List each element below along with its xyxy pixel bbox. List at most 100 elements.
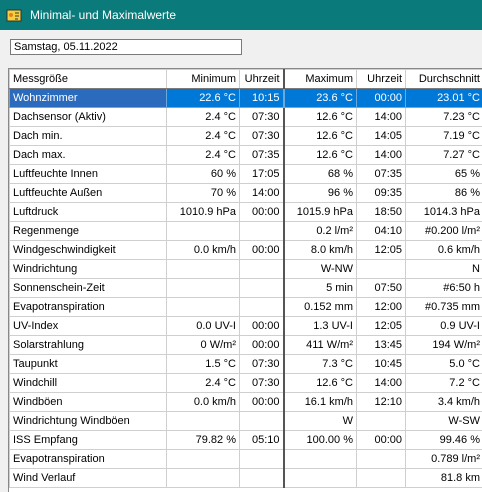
- min-cell: 1.5 °C: [167, 355, 240, 374]
- min-cell: [167, 279, 240, 298]
- max-cell: [284, 450, 357, 469]
- max-cell: 12.6 °C: [284, 374, 357, 393]
- avg-cell: 1014.3 hPa: [406, 203, 482, 222]
- min-time-cell: 00:00: [240, 317, 284, 336]
- avg-cell: 3.4 km/h: [406, 393, 482, 412]
- min-cell: [167, 298, 240, 317]
- name-cell: Evapotranspiration: [10, 450, 167, 469]
- max-cell: 68 %: [284, 165, 357, 184]
- max-time-cell: 12:00: [357, 298, 406, 317]
- max-time-cell: 12:05: [357, 317, 406, 336]
- min-cell: 70 %: [167, 184, 240, 203]
- avg-cell: 7.2 °C: [406, 374, 482, 393]
- max-cell: W-NW: [284, 260, 357, 279]
- min-cell: 2.4 °C: [167, 127, 240, 146]
- avg-cell: 0.6 km/h: [406, 241, 482, 260]
- date-field[interactable]: Samstag, 05.11.2022: [10, 39, 242, 55]
- values-table: Messgröße Minimum Uhrzeit Maximum Uhrzei…: [9, 69, 482, 488]
- max-cell: 5 min: [284, 279, 357, 298]
- table-row[interactable]: Evapotranspiration 0.789 l/m²: [10, 450, 482, 469]
- max-cell: 1.3 UV-I: [284, 317, 357, 336]
- min-time-cell: [240, 412, 284, 431]
- min-cell: [167, 222, 240, 241]
- max-time-cell: 07:50: [357, 279, 406, 298]
- max-time-cell: 12:10: [357, 393, 406, 412]
- name-cell: Evapotranspiration: [10, 298, 167, 317]
- name-cell: Wohnzimmer: [10, 89, 167, 108]
- max-cell: [284, 469, 357, 488]
- header-minimum[interactable]: Minimum: [167, 70, 240, 89]
- min-time-cell: 07:30: [240, 355, 284, 374]
- name-cell: Windchill: [10, 374, 167, 393]
- min-time-cell: 00:00: [240, 393, 284, 412]
- min-cell: 2.4 °C: [167, 146, 240, 165]
- avg-cell: 7.23 °C: [406, 108, 482, 127]
- avg-cell: 7.19 °C: [406, 127, 482, 146]
- header-maximum[interactable]: Maximum: [284, 70, 357, 89]
- min-time-cell: 14:00: [240, 184, 284, 203]
- max-cell: 12.6 °C: [284, 127, 357, 146]
- min-cell: [167, 450, 240, 469]
- max-cell: 411 W/m²: [284, 336, 357, 355]
- header-row: Messgröße Minimum Uhrzeit Maximum Uhrzei…: [10, 70, 482, 89]
- min-cell: 0.0 km/h: [167, 241, 240, 260]
- name-cell: Luftfeuchte Innen: [10, 165, 167, 184]
- min-cell: 22.6 °C: [167, 89, 240, 108]
- header-average[interactable]: Durchschnitt: [406, 70, 482, 89]
- name-cell: Taupunkt: [10, 355, 167, 374]
- header-min-time[interactable]: Uhrzeit: [240, 70, 284, 89]
- min-time-cell: 07:30: [240, 108, 284, 127]
- table-row[interactable]: Wind Verlauf 81.8 km: [10, 469, 482, 488]
- min-time-cell: [240, 279, 284, 298]
- name-cell: Wind Verlauf: [10, 469, 167, 488]
- min-time-cell: 17:05: [240, 165, 284, 184]
- min-cell: 0.0 UV-I: [167, 317, 240, 336]
- min-time-cell: 00:00: [240, 336, 284, 355]
- avg-cell: 0.789 l/m²: [406, 450, 482, 469]
- min-time-cell: 00:00: [240, 203, 284, 222]
- header-max-time[interactable]: Uhrzeit: [357, 70, 406, 89]
- min-cell: 79.82 %: [167, 431, 240, 450]
- name-cell: Windgeschwindigkeit: [10, 241, 167, 260]
- avg-cell: 5.0 °C: [406, 355, 482, 374]
- min-time-cell: 07:35: [240, 146, 284, 165]
- max-cell: 1015.9 hPa: [284, 203, 357, 222]
- header-messgroesse[interactable]: Messgröße: [10, 70, 167, 89]
- min-cell: [167, 469, 240, 488]
- min-time-cell: [240, 469, 284, 488]
- max-time-cell: [357, 412, 406, 431]
- max-time-cell: 18:50: [357, 203, 406, 222]
- max-cell: W: [284, 412, 357, 431]
- max-cell: 0.152 mm: [284, 298, 357, 317]
- min-time-cell: [240, 260, 284, 279]
- min-time-cell: [240, 450, 284, 469]
- avg-cell: 23.01 °C: [406, 89, 482, 108]
- max-cell: 23.6 °C: [284, 89, 357, 108]
- avg-cell: 81.8 km: [406, 469, 482, 488]
- name-cell: Dach max.: [10, 146, 167, 165]
- max-time-cell: 14:00: [357, 146, 406, 165]
- avg-cell: W-SW: [406, 412, 482, 431]
- max-cell: 16.1 km/h: [284, 393, 357, 412]
- max-time-cell: 07:35: [357, 165, 406, 184]
- max-time-cell: 14:00: [357, 108, 406, 127]
